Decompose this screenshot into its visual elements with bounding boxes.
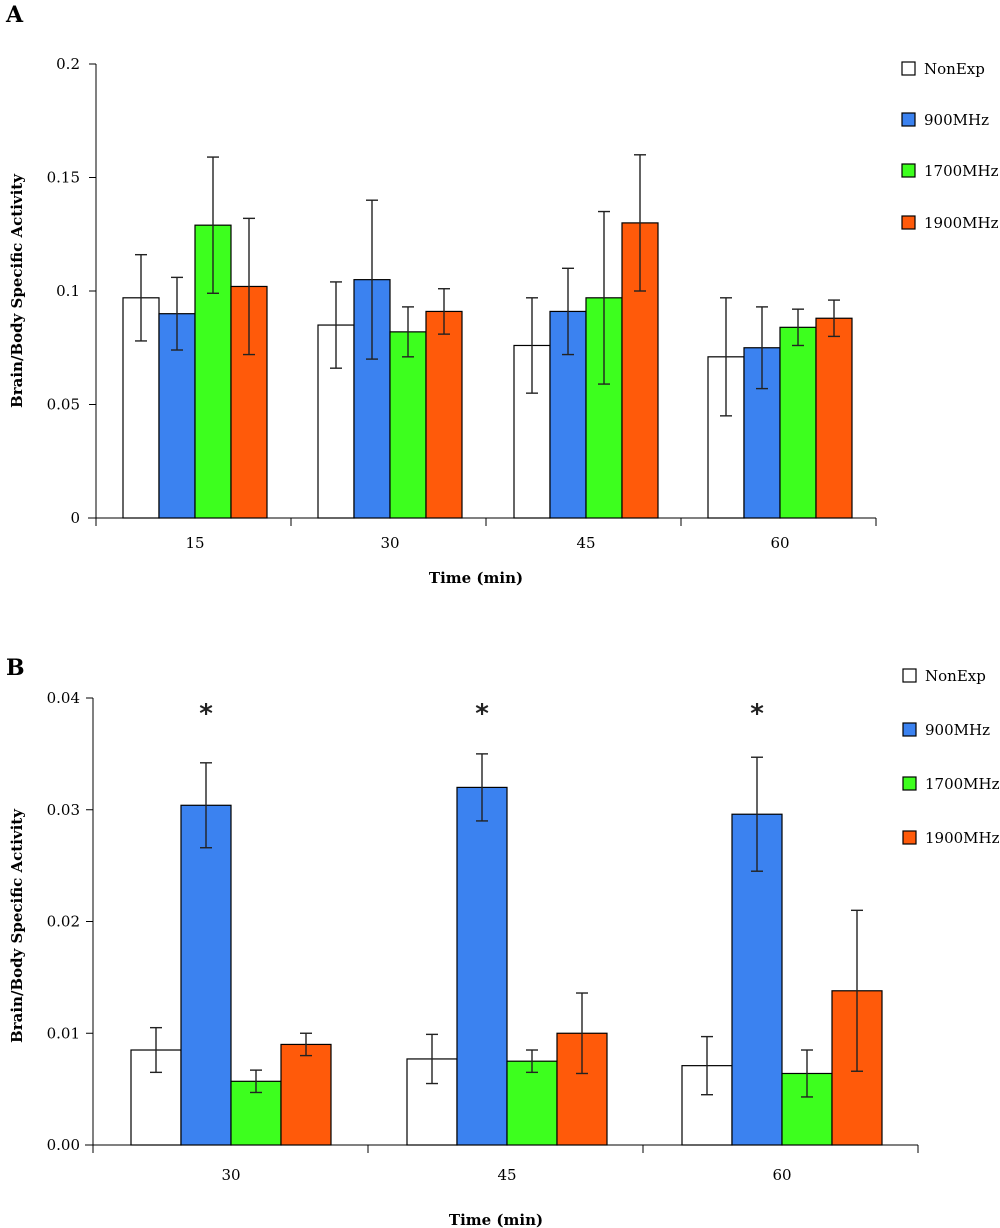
legend: NonExp 900MHz 1700MHz 1900MHz <box>901 60 999 232</box>
bar-1700mhz-60 <box>779 326 817 519</box>
bar-900mhz-30 <box>180 804 232 1146</box>
bar-1700mhz-45 <box>506 1060 558 1146</box>
legend-swatch-1900mhz <box>901 215 916 230</box>
legend-swatch-900mhz <box>901 112 916 127</box>
significance-star: * <box>750 699 764 729</box>
y-tick-label: 0.05 <box>47 396 80 414</box>
legend-label-1900mhz: 1900MHz <box>924 214 999 232</box>
x-axis-title: Time (min) <box>449 1211 543 1228</box>
legend-swatch-900mhz <box>902 722 917 737</box>
bar-900mhz-60 <box>743 347 781 519</box>
legend-label-nonexp: NonExp <box>925 667 986 685</box>
legend-swatch-1700mhz <box>901 163 916 178</box>
x-tick-label: 45 <box>497 1166 516 1184</box>
legend-label-900mhz: 900MHz <box>924 111 989 129</box>
legend-swatch-1700mhz <box>902 776 917 791</box>
bar-1900mhz-60 <box>815 317 853 519</box>
y-axis-title: Brain/Body Specific Activity <box>8 173 26 408</box>
x-tick-label: 30 <box>380 534 399 552</box>
y-tick-label: 0.01 <box>47 1024 80 1042</box>
legend-label-nonexp: NonExp <box>924 60 985 78</box>
legend-label-1700mhz: 1700MHz <box>925 775 1000 793</box>
y-tick-label: 0.00 <box>47 1136 80 1154</box>
legend: NonExp 900MHz 1700MHz 1900MHz <box>902 667 1000 847</box>
significance-star: * <box>475 699 489 729</box>
legend-label-900mhz: 900MHz <box>925 721 990 739</box>
legend-swatch-nonexp <box>901 61 916 76</box>
chart-panel-a: A 0 0.05 0.1 0.15 0.2 15 30 45 60 Time (min) Brain/… <box>5 2 999 587</box>
y-tick-label: 0 <box>70 509 80 527</box>
x-tick-label: 15 <box>185 534 204 552</box>
panel-letter: A <box>5 2 24 28</box>
panel-letter: B <box>6 655 25 681</box>
y-axis-title: Brain/Body Specific Activity <box>8 808 26 1043</box>
legend-label-1900mhz: 1900MHz <box>925 829 1000 847</box>
y-tick-label: 0.15 <box>47 169 80 187</box>
y-tick-label: 0.03 <box>47 801 80 819</box>
y-tick-label: 0.02 <box>47 913 80 931</box>
bar-900mhz-45 <box>549 310 587 519</box>
x-tick-label: 45 <box>576 534 595 552</box>
bar-900mhz-45 <box>456 786 508 1146</box>
chart-panel-b: B 0.00 0.01 0.02 0.03 0.04 30 * 45 * 60 * Time (min)… <box>6 655 1000 1228</box>
x-axis-title: Time (min) <box>429 569 523 587</box>
legend-swatch-nonexp <box>902 668 917 683</box>
y-tick-label: 0.1 <box>56 282 80 300</box>
x-tick-label: 60 <box>772 1166 791 1184</box>
bar-1900mhz-30 <box>280 1043 332 1146</box>
bar-1900mhz-30 <box>425 310 463 519</box>
x-tick-label: 60 <box>770 534 789 552</box>
x-tick-label: 30 <box>221 1166 240 1184</box>
significance-star: * <box>199 699 213 729</box>
legend-swatch-1900mhz <box>902 830 917 845</box>
bar-1700mhz-30 <box>389 331 427 519</box>
y-tick-label: 0.04 <box>47 689 80 707</box>
y-tick-label: 0.2 <box>56 55 80 73</box>
legend-label-1700mhz: 1700MHz <box>924 162 999 180</box>
